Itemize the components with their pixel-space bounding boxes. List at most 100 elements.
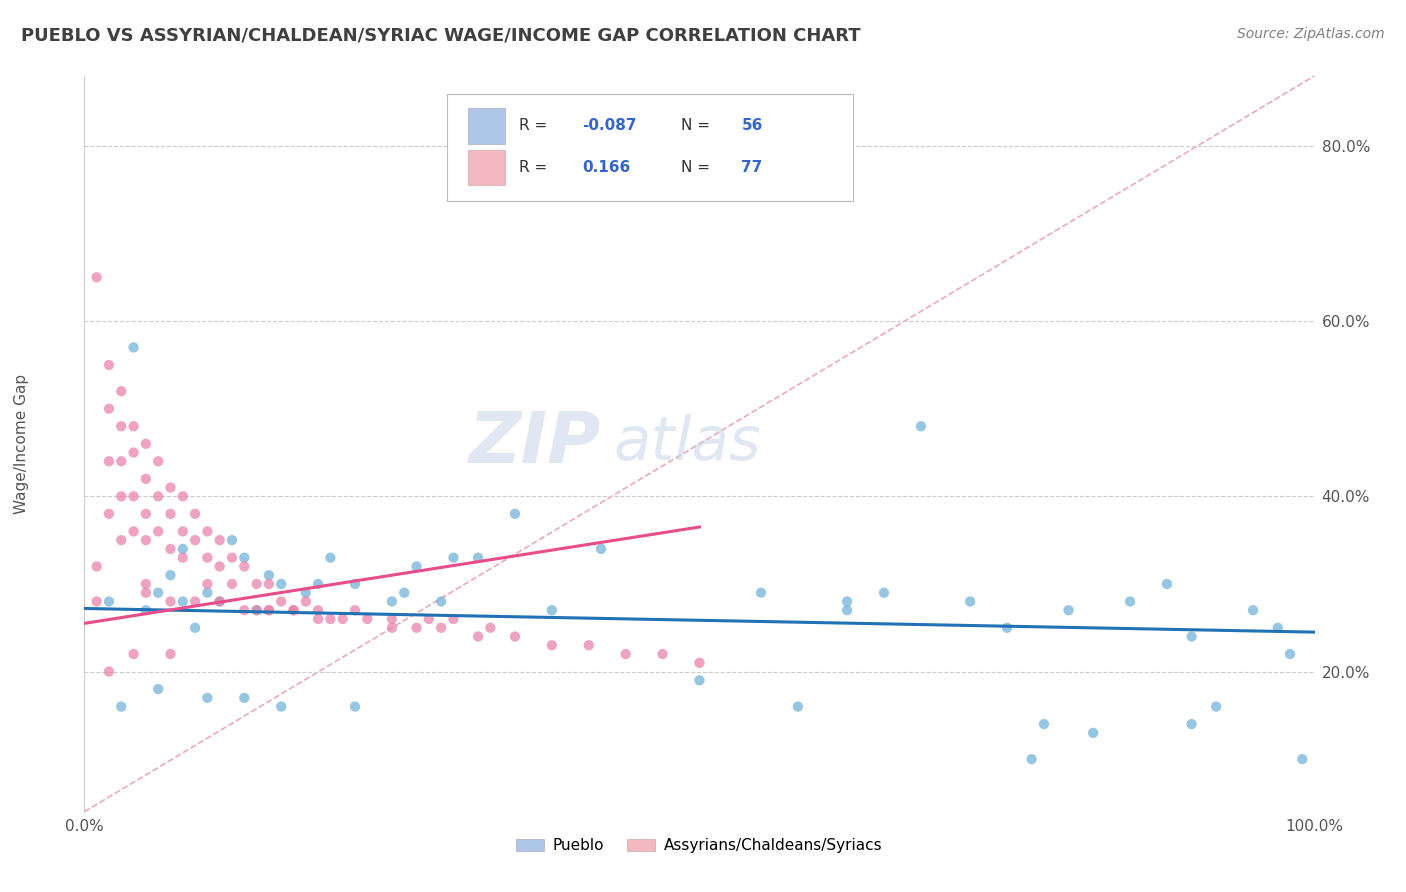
Text: atlas: atlas [613, 414, 761, 474]
Point [172, 594, 194, 608]
Point [110, 454, 132, 468]
Point [394, 585, 416, 599]
Point [381, 594, 404, 608]
Point [503, 630, 526, 644]
Point [98, 594, 120, 608]
Point [541, 638, 564, 652]
Point [110, 419, 132, 434]
Point [1033, 717, 1056, 731]
Text: Source: ZipAtlas.com: Source: ZipAtlas.com [1237, 27, 1385, 41]
Point [959, 594, 981, 608]
Point [270, 577, 292, 591]
Point [135, 533, 157, 548]
Point [208, 559, 231, 574]
Point [307, 612, 329, 626]
Point [159, 507, 181, 521]
Point [208, 594, 231, 608]
Point [1021, 752, 1043, 766]
Point [344, 603, 367, 617]
Point [307, 603, 329, 617]
Point [233, 550, 256, 565]
Legend: Pueblo, Assyrians/Chaldeans/Syriacs: Pueblo, Assyrians/Chaldeans/Syriacs [510, 832, 889, 859]
Point [197, 577, 219, 591]
Point [159, 568, 181, 582]
Point [1267, 621, 1289, 635]
Point [1181, 717, 1204, 731]
Point [122, 445, 145, 459]
Point [995, 621, 1018, 635]
Point [98, 401, 120, 416]
Point [257, 568, 280, 582]
Point [257, 577, 280, 591]
Point [159, 647, 181, 661]
Point [307, 577, 329, 591]
Point [135, 585, 157, 599]
Point [319, 612, 342, 626]
Point [246, 603, 269, 617]
Point [1083, 726, 1105, 740]
Point [110, 699, 132, 714]
Point [295, 594, 318, 608]
Point [1156, 577, 1178, 591]
Point [135, 603, 157, 617]
FancyBboxPatch shape [447, 95, 853, 201]
Point [283, 603, 305, 617]
Point [1241, 603, 1264, 617]
Point [332, 612, 354, 626]
Point [1119, 594, 1142, 608]
Point [122, 647, 145, 661]
Point [443, 550, 465, 565]
Point [172, 489, 194, 503]
Point [257, 603, 280, 617]
Point [110, 384, 132, 399]
Point [221, 533, 243, 548]
Point [356, 612, 378, 626]
Point [405, 559, 427, 574]
Point [479, 621, 502, 635]
Point [122, 524, 145, 539]
Point [246, 603, 269, 617]
Point [270, 699, 292, 714]
Point [257, 603, 280, 617]
Point [246, 577, 269, 591]
Point [159, 541, 181, 556]
Point [873, 585, 896, 599]
Point [135, 436, 157, 450]
Point [405, 621, 427, 635]
Point [122, 340, 145, 354]
Point [233, 559, 256, 574]
Point [837, 594, 859, 608]
Point [148, 454, 170, 468]
Point [110, 533, 132, 548]
Point [172, 550, 194, 565]
Point [159, 594, 181, 608]
Point [221, 550, 243, 565]
Point [418, 612, 440, 626]
Text: 56: 56 [741, 119, 762, 134]
Text: 0.166: 0.166 [582, 161, 631, 176]
Point [689, 673, 711, 688]
Point [344, 699, 367, 714]
Point [197, 524, 219, 539]
Point [270, 594, 292, 608]
Text: R =: R = [519, 119, 547, 134]
Point [1181, 630, 1204, 644]
Point [319, 550, 342, 565]
Point [184, 533, 207, 548]
Point [197, 585, 219, 599]
Point [651, 647, 673, 661]
Point [467, 550, 489, 565]
Point [135, 577, 157, 591]
Point [197, 690, 219, 705]
Point [614, 647, 637, 661]
Point [381, 621, 404, 635]
Text: -0.087: -0.087 [582, 119, 637, 134]
Point [122, 419, 145, 434]
Point [689, 656, 711, 670]
Point [86, 559, 108, 574]
Point [110, 489, 132, 503]
Text: PUEBLO VS ASSYRIAN/CHALDEAN/SYRIAC WAGE/INCOME GAP CORRELATION CHART: PUEBLO VS ASSYRIAN/CHALDEAN/SYRIAC WAGE/… [21, 27, 860, 45]
Point [172, 524, 194, 539]
Point [430, 594, 453, 608]
Point [1057, 603, 1080, 617]
